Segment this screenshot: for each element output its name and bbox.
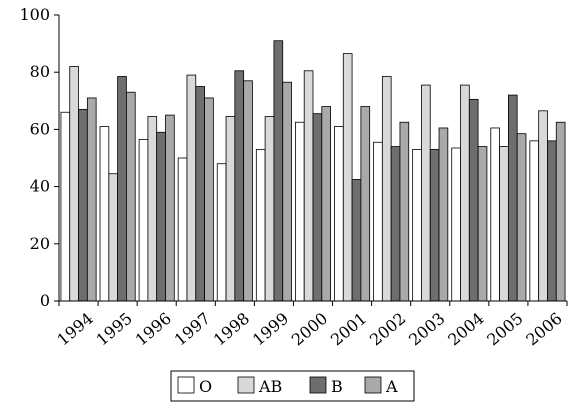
- bar-b-2000: [312, 113, 323, 302]
- x-ticks-layer: 1994199519961997199819992000200120022003…: [53, 301, 568, 350]
- bar-o-1996: [138, 139, 149, 302]
- bars-layer: [60, 40, 566, 302]
- bar-ab-2001: [342, 53, 353, 302]
- bar-b-1999: [273, 40, 284, 302]
- bar-a-1995: [126, 91, 136, 302]
- y-tick-label: 0: [40, 291, 50, 310]
- bar-ab-2000: [303, 70, 314, 302]
- bar-o-2000: [294, 121, 305, 302]
- legend-label-b: B: [331, 377, 343, 396]
- bar-a-1999: [282, 81, 292, 302]
- bar-o-1997: [177, 157, 188, 302]
- legend: O AB B A: [170, 370, 415, 402]
- x-tick-label: 2000: [288, 309, 331, 350]
- bar-a-2000: [321, 106, 331, 302]
- bar-o-1994: [60, 111, 71, 302]
- bar-o-1995: [99, 126, 110, 302]
- bar-ab-2005: [499, 146, 509, 302]
- bar-ab-1998: [225, 116, 236, 302]
- x-tick-label: 1994: [53, 309, 96, 350]
- bar-o-1998: [216, 163, 227, 302]
- bar-a-2001: [360, 106, 371, 302]
- x-tick-label: 1996: [132, 309, 175, 350]
- bar-a-2004: [477, 146, 488, 302]
- x-tick-label: 2002: [366, 309, 409, 350]
- bar-o-2003: [412, 149, 422, 302]
- x-tick-label: 1999: [249, 309, 292, 350]
- x-tick-label: 1998: [210, 309, 253, 350]
- bar-a-2003: [438, 127, 449, 302]
- legend-items: O AB B A: [177, 376, 398, 396]
- bar-b-2002: [390, 146, 401, 302]
- bar-ab-1995: [108, 173, 119, 302]
- bar-b-2001: [351, 179, 362, 302]
- x-tick-label: 2006: [522, 309, 565, 350]
- bar-b-2005: [507, 94, 518, 302]
- axes-layer: [58, 15, 567, 302]
- bar-ab-1999: [264, 116, 275, 302]
- bar-ab-1996: [147, 116, 158, 302]
- y-ticks-layer: 0 20 40 60 80 100: [19, 5, 59, 310]
- bar-ab-2003: [421, 84, 431, 302]
- legend-label-ab: AB: [258, 377, 282, 396]
- x-tick-label: 1995: [92, 309, 135, 350]
- bar-o-2004: [451, 147, 461, 302]
- bar-o-2001: [334, 126, 344, 302]
- bar-o-2005: [490, 127, 500, 302]
- bar-ab-2004: [460, 84, 470, 302]
- bar-b-2006: [547, 140, 557, 302]
- bar-b-1996: [156, 131, 166, 302]
- bar-b-1994: [78, 108, 88, 302]
- y-tick-label: 80: [30, 62, 50, 81]
- bar-b-2003: [429, 149, 440, 302]
- x-tick-label: 2003: [405, 309, 448, 350]
- bar-o-1999: [255, 149, 266, 302]
- legend-swatch-ab: [237, 376, 255, 394]
- bar-a-1996: [165, 114, 175, 302]
- bar-a-2005: [516, 133, 527, 302]
- bar-ab-1997: [186, 74, 197, 302]
- legend-label-a: A: [385, 377, 398, 396]
- bar-a-1994: [86, 97, 97, 302]
- bar-ab-2002: [381, 76, 392, 302]
- y-tick-label: 100: [19, 5, 50, 24]
- legend-swatch-o: [177, 376, 195, 394]
- bar-a-1997: [204, 97, 214, 302]
- bar-a-2006: [555, 121, 566, 302]
- legend-swatch-a: [364, 376, 382, 394]
- y-tick-label: 20: [30, 234, 50, 253]
- bar-o-2006: [529, 140, 540, 302]
- legend-swatch-b: [309, 376, 327, 394]
- bar-b-2004: [468, 98, 479, 302]
- y-tick-label: 60: [30, 119, 50, 138]
- bar-b-1997: [195, 86, 205, 302]
- y-tick-label: 40: [30, 177, 50, 196]
- bar-o-2002: [373, 141, 383, 302]
- x-tick-label: 2004: [444, 309, 487, 350]
- x-tick-label: 2005: [483, 309, 526, 350]
- x-tick-label: 2001: [327, 309, 370, 350]
- x-tick-label: 1997: [171, 309, 214, 350]
- bar-a-2002: [399, 121, 410, 302]
- bar-b-1998: [234, 70, 245, 302]
- bar-b-1995: [117, 76, 127, 302]
- bar-ab-1994: [69, 66, 79, 302]
- bar-a-1998: [243, 80, 253, 302]
- legend-label-o: O: [199, 377, 212, 396]
- bar-ab-2006: [538, 110, 548, 302]
